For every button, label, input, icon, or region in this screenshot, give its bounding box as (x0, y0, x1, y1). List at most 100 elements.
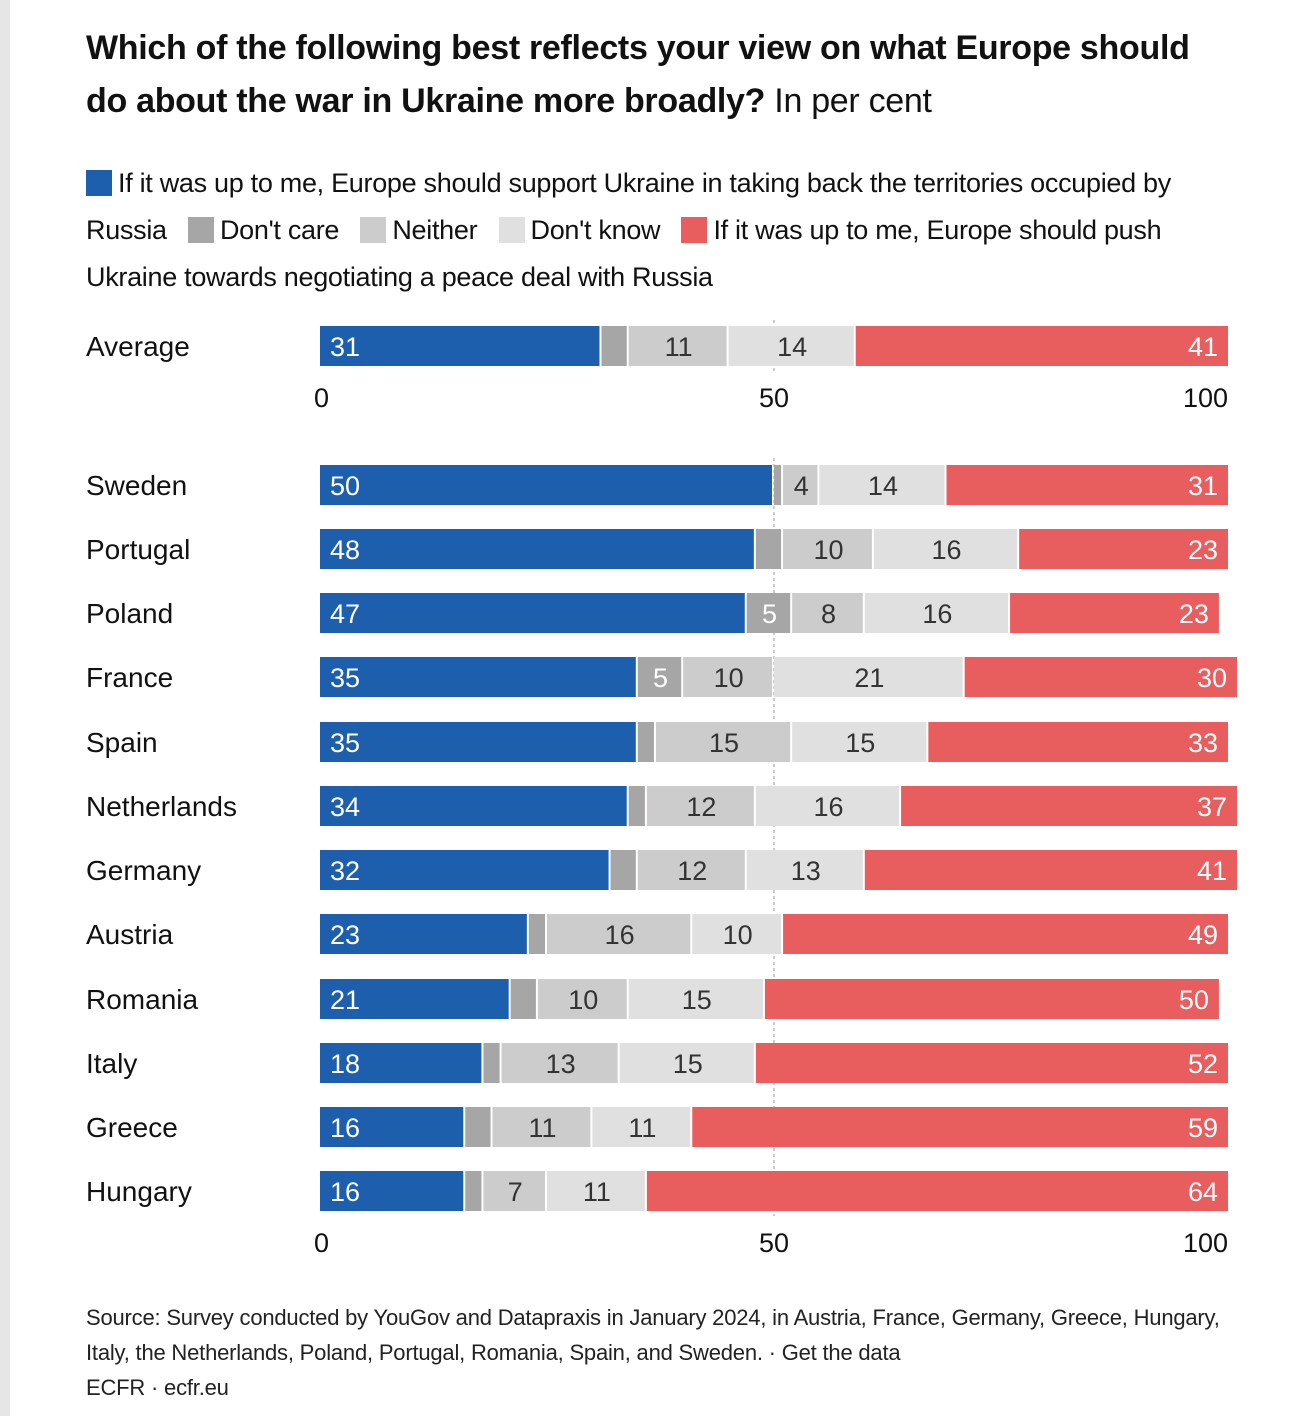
bar-netherlands-dont-know (755, 786, 900, 826)
bar-label-hungary-negotiate: 64 (1188, 1177, 1218, 1207)
bar-poland-neither (792, 593, 863, 633)
legend-item-support: If it was up to me, Europe should suppor… (86, 168, 1171, 245)
bar-romania-dont-care (510, 979, 536, 1019)
bar-label-sweden-support: 50 (330, 471, 360, 501)
bar-label-poland-support: 47 (330, 599, 360, 629)
bar-romania-support (320, 979, 509, 1019)
bar-portugal-support (320, 529, 754, 569)
bar-poland-negotiate (1010, 593, 1219, 633)
legend-label-support: If it was up to me, Europe should suppor… (86, 168, 1171, 245)
bar-greece-negotiate (692, 1107, 1228, 1147)
bar-portugal-neither (783, 529, 872, 569)
x-tick-label-100: 100 (1183, 383, 1228, 413)
bar-label-greece-dont-know: 11 (628, 1113, 656, 1143)
row-label-portugal: Portugal (86, 534, 190, 565)
bar-label-romania-dont-know: 15 (682, 985, 712, 1015)
x-tick-label-0: 0 (314, 1228, 329, 1258)
bar-greece-support (320, 1107, 464, 1147)
bar-label-spain-negotiate: 33 (1188, 728, 1218, 758)
bar-germany-dont-care (610, 850, 636, 890)
row-label-sweden: Sweden (86, 470, 187, 501)
bar-label-germany-support: 32 (330, 856, 360, 886)
legend-item-neither: Neither (360, 215, 478, 245)
title-unit: In per cent (774, 82, 932, 120)
bar-label-france-neither: 10 (714, 663, 744, 693)
bar-label-poland-negotiate: 23 (1179, 599, 1209, 629)
bar-label-portugal-dont-know: 16 (931, 535, 961, 565)
bar-spain-dont-know (792, 722, 927, 762)
bar-label-netherlands-support: 34 (330, 792, 360, 822)
bar-sweden-negotiate (946, 465, 1228, 505)
bar-label-netherlands-neither: 12 (686, 792, 716, 822)
bar-greece-dont-care (465, 1107, 491, 1147)
bar-label-sweden-negotiate: 31 (1188, 471, 1218, 501)
bar-hungary-neither (483, 1171, 545, 1211)
bar-label-average-neither: 11 (665, 332, 693, 362)
bar-label-spain-support: 35 (330, 728, 360, 758)
bar-label-greece-neither: 11 (528, 1113, 556, 1143)
bar-label-austria-dont-know: 10 (723, 920, 753, 950)
bar-label-austria-negotiate: 49 (1188, 920, 1218, 950)
bar-hungary-negotiate (646, 1171, 1228, 1211)
bar-label-austria-support: 23 (330, 920, 360, 950)
bar-portugal-negotiate (1019, 529, 1228, 569)
bar-italy-dont-know (619, 1043, 754, 1083)
bar-france-negotiate (964, 657, 1238, 697)
bar-sweden-support (320, 465, 772, 505)
source-note: Source: Survey conducted by YouGov and D… (86, 1300, 1236, 1405)
bar-spain-dont-care (637, 722, 654, 762)
bar-italy-negotiate (755, 1043, 1228, 1083)
bar-label-romania-negotiate: 50 (1179, 985, 1209, 1015)
bar-hungary-dont-care (465, 1171, 482, 1211)
bar-sweden-dont-know (819, 465, 945, 505)
bar-france-support (320, 657, 636, 697)
bar-label-germany-neither: 12 (677, 856, 707, 886)
credit-text: ECFR · ecfr.eu (86, 1375, 229, 1400)
bar-label-germany-negotiate: 41 (1197, 856, 1227, 886)
x-tick-label-50: 50 (759, 383, 789, 413)
bar-label-italy-negotiate: 52 (1188, 1049, 1218, 1079)
bar-greece-neither (492, 1107, 591, 1147)
x-tick-label-0: 0 (314, 383, 329, 413)
bar-germany-neither (637, 850, 745, 890)
bar-label-france-dont-know: 21 (854, 663, 884, 693)
legend-label-neither: Neither (392, 215, 478, 245)
legend-label-dont-know: Don't know (530, 215, 661, 245)
bar-label-austria-neither: 16 (605, 920, 635, 950)
row-label-poland: Poland (86, 598, 173, 629)
bar-portugal-dont-know (873, 529, 1018, 569)
legend-swatch-dont-care (187, 217, 214, 243)
x-tick-label-100: 100 (1183, 1228, 1228, 1258)
bar-label-average-negotiate: 41 (1188, 332, 1218, 362)
bar-label-portugal-support: 48 (330, 535, 360, 565)
chart-title: Which of the following best reflects you… (86, 22, 1226, 128)
bar-label-average-support: 31 (330, 332, 360, 362)
bar-netherlands-neither (646, 786, 754, 826)
bar-label-france-support: 35 (330, 663, 360, 693)
bar-label-portugal-neither: 10 (813, 535, 843, 565)
bar-austria-dont-know (692, 914, 782, 954)
x-tick-label-50: 50 (759, 1228, 789, 1258)
bar-france-neither (683, 657, 772, 697)
bar-spain-neither (655, 722, 791, 762)
bar-hungary-support (320, 1171, 464, 1211)
bar-label-romania-support: 21 (330, 985, 360, 1015)
legend: If it was up to me, Europe should suppor… (86, 160, 1236, 301)
bar-label-germany-dont-know: 13 (791, 856, 821, 886)
row-label-hungary: Hungary (86, 1176, 192, 1207)
bar-label-france-negotiate: 30 (1197, 663, 1227, 693)
bar-label-netherlands-negotiate: 37 (1197, 792, 1227, 822)
bar-netherlands-dont-care (628, 786, 645, 826)
row-label-france: France (86, 662, 173, 693)
bar-label-hungary-support: 16 (330, 1177, 360, 1207)
bar-average-dont-know (728, 326, 854, 366)
source-text: Source: Survey conducted by YouGov and D… (86, 1305, 1220, 1365)
bar-label-greece-negotiate: 59 (1188, 1113, 1218, 1143)
bar-austria-neither (547, 914, 691, 954)
row-label-romania: Romania (86, 984, 198, 1015)
bar-label-poland-dont-care: 5 (762, 599, 777, 629)
bar-romania-negotiate (764, 979, 1219, 1019)
bar-france-dont-know (774, 657, 963, 697)
bar-label-poland-neither: 8 (821, 599, 836, 629)
